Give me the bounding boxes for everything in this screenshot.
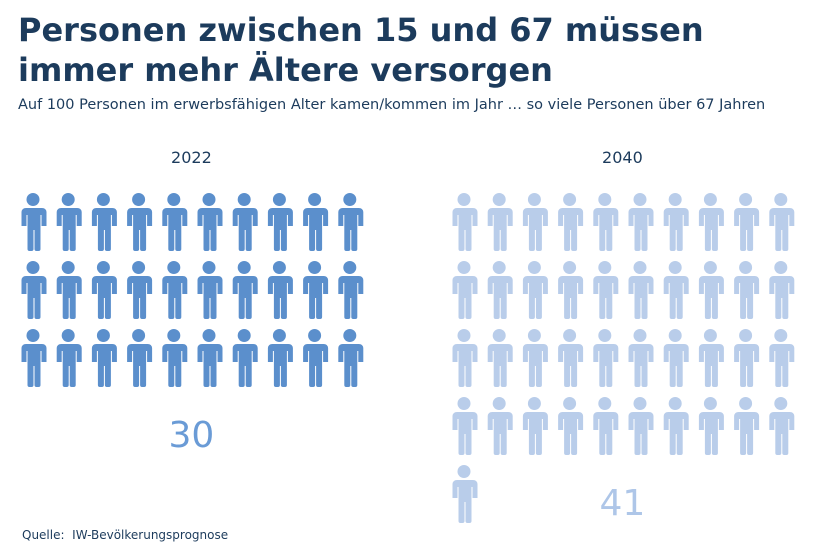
person-icon <box>56 261 82 319</box>
person-icon <box>338 261 364 319</box>
person-icon <box>628 261 654 319</box>
chart-subtitle: Auf 100 Personen im erwerbsfähigen Alter… <box>18 97 766 113</box>
person-icon <box>232 329 258 387</box>
person-icon <box>197 261 223 319</box>
value-label: 30 <box>168 415 214 456</box>
person-icon <box>698 329 724 387</box>
person-icon <box>769 329 795 387</box>
person-icon <box>162 329 188 387</box>
person-icon <box>303 261 329 319</box>
person-icon <box>56 193 82 251</box>
person-icon <box>127 193 153 251</box>
source-note: Quelle: IW-Bevölkerungsprognose <box>22 528 229 542</box>
chart-title: Personen zwischen 15 und 67 müssen immer… <box>18 11 704 89</box>
person-icon <box>593 329 619 387</box>
person-icon <box>267 193 293 251</box>
person-icon <box>558 193 584 251</box>
person-icon <box>232 261 258 319</box>
person-icon <box>698 193 724 251</box>
person-icon <box>769 261 795 319</box>
person-icon <box>628 397 654 455</box>
person-icon <box>558 261 584 319</box>
person-icon <box>303 193 329 251</box>
person-icon <box>91 193 117 251</box>
person-icon <box>338 193 364 251</box>
person-icon <box>91 261 117 319</box>
person-icon <box>127 261 153 319</box>
person-icon <box>127 329 153 387</box>
person-icon <box>734 329 760 387</box>
person-icon <box>628 329 654 387</box>
person-icon <box>21 261 47 319</box>
person-icon <box>452 397 478 455</box>
person-icon <box>21 329 47 387</box>
person-icon <box>162 193 188 251</box>
person-icon <box>522 193 548 251</box>
person-icon <box>452 193 478 251</box>
person-icon <box>197 329 223 387</box>
person-icon <box>21 193 47 251</box>
person-icon <box>487 397 513 455</box>
person-icon <box>522 261 548 319</box>
person-icon <box>734 397 760 455</box>
person-icon <box>452 329 478 387</box>
person-icon <box>769 193 795 251</box>
person-icon <box>734 193 760 251</box>
person-icon <box>197 193 223 251</box>
pictogram <box>21 193 364 387</box>
person-icon <box>452 261 478 319</box>
category-label: 2040 <box>602 148 643 167</box>
person-icon <box>267 261 293 319</box>
person-icon <box>487 193 513 251</box>
person-icon <box>338 329 364 387</box>
person-icon <box>769 397 795 455</box>
person-icon <box>522 397 548 455</box>
person-icon <box>522 329 548 387</box>
person-icon <box>593 397 619 455</box>
person-icon <box>593 193 619 251</box>
person-icon <box>663 261 689 319</box>
person-icon <box>56 329 82 387</box>
person-icon <box>558 397 584 455</box>
person-icon <box>734 261 760 319</box>
person-icon <box>232 193 258 251</box>
person-icon <box>698 261 724 319</box>
person-icon <box>663 397 689 455</box>
person-icon <box>698 397 724 455</box>
person-icon <box>663 329 689 387</box>
person-icon <box>558 329 584 387</box>
person-icon <box>663 193 689 251</box>
person-icon <box>452 465 478 523</box>
person-icon <box>487 261 513 319</box>
person-icon <box>267 329 293 387</box>
value-label: 41 <box>599 483 645 524</box>
pictogram <box>452 193 795 523</box>
person-icon <box>487 329 513 387</box>
person-icon <box>593 261 619 319</box>
person-icon <box>162 261 188 319</box>
category-label: 2022 <box>171 148 212 167</box>
person-icon <box>303 329 329 387</box>
person-icon <box>628 193 654 251</box>
person-icon <box>91 329 117 387</box>
